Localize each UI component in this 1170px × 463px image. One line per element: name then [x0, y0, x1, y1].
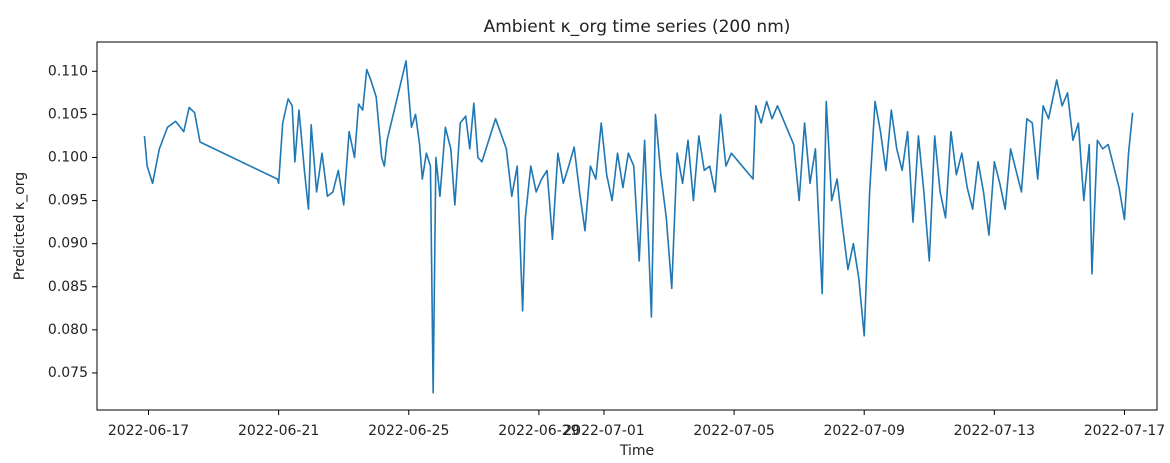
y-tick-label: 0.100 — [48, 149, 88, 165]
y-axis-label: Predicted κ_org — [12, 172, 28, 280]
x-tick-label: 2022-07-05 — [693, 423, 774, 439]
x-tick-label: 2022-06-25 — [368, 423, 449, 439]
x-tick-label: 2022-07-17 — [1084, 423, 1165, 439]
x-tick-label: 2022-07-13 — [954, 423, 1035, 439]
x-tick-label: 2022-07-09 — [824, 423, 905, 439]
series-line — [143, 60, 1134, 394]
y-tick-label: 0.090 — [48, 236, 88, 252]
y-tick-label: 0.105 — [48, 106, 88, 122]
x-tick-label: 2022-07-01 — [563, 423, 644, 439]
y-tick-label: 0.095 — [48, 193, 88, 209]
x-tick-label: 2022-06-29 — [498, 423, 579, 439]
x-axis-label: Time — [619, 443, 654, 459]
y-tick-label: 0.080 — [48, 322, 88, 338]
x-tick-label: 2022-06-17 — [108, 423, 189, 439]
chart-title: Ambient κ_org time series (200 nm) — [484, 17, 791, 37]
y-tick-label: 0.110 — [48, 63, 88, 79]
y-tick-label: 0.085 — [48, 279, 88, 295]
y-tick-label: 0.075 — [48, 365, 88, 381]
x-tick-label: 2022-06-21 — [238, 423, 319, 439]
plot-frame — [96, 41, 1158, 411]
